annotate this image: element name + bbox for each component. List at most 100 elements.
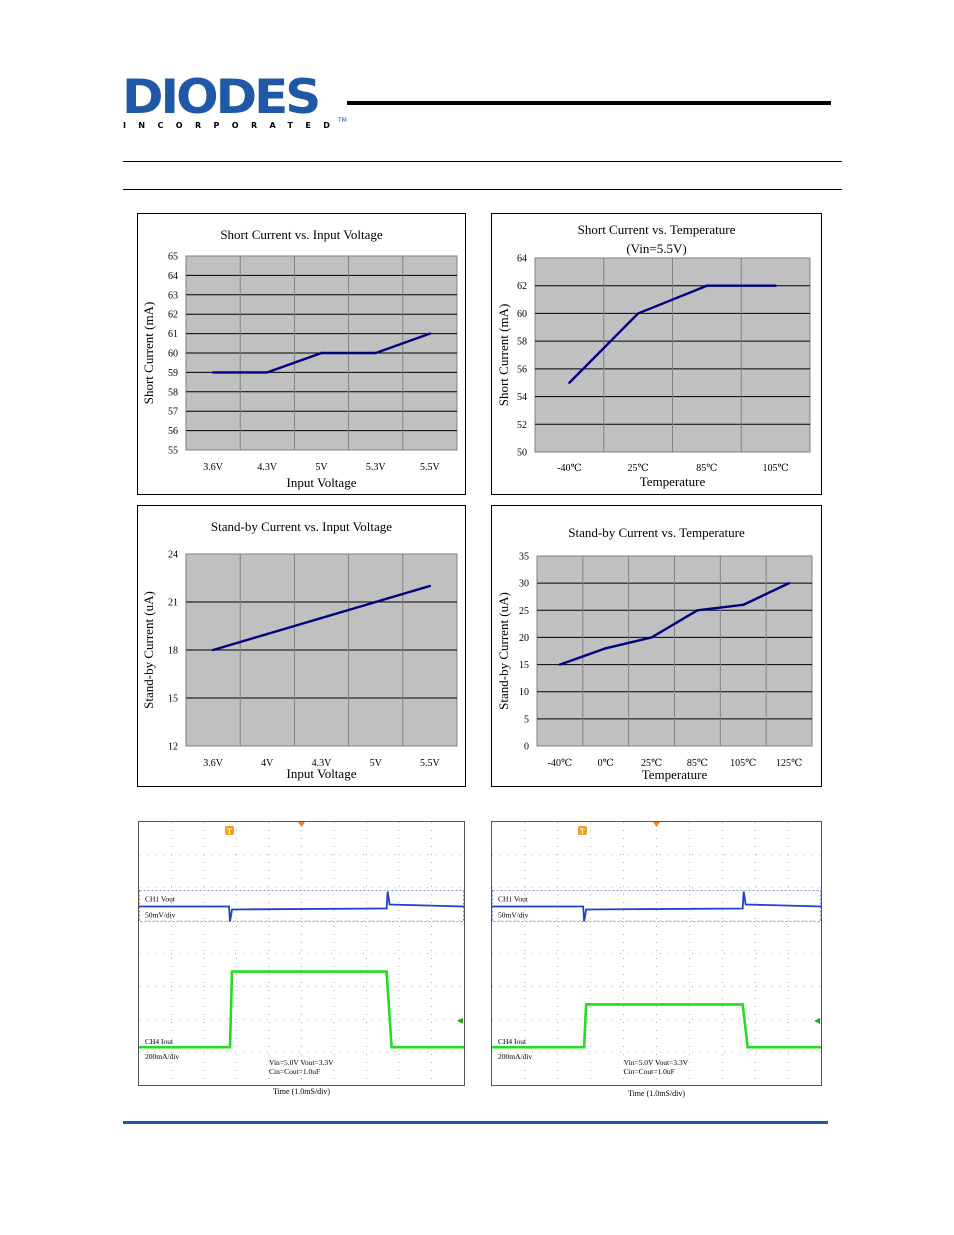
y-tick-label: 61	[168, 329, 178, 340]
data-point	[320, 351, 323, 355]
trigger-marker-icon	[225, 826, 234, 835]
ch1-label: CH1 Vout	[498, 894, 529, 903]
y-tick-label: 52	[517, 420, 527, 431]
x-axis-label: Input Voltage	[287, 475, 357, 490]
ch4-offset-arrow-icon	[814, 1017, 820, 1024]
chart-title: Short Current vs. Input Voltage	[220, 227, 383, 242]
data-point	[558, 663, 562, 666]
y-tick-label: 5	[524, 714, 529, 725]
chart-title: Short Current vs. Temperature	[578, 222, 736, 237]
trigger-position-icon	[653, 822, 660, 827]
trigger-marker-label: T	[580, 828, 585, 836]
x-tick-label: 25℃	[628, 463, 649, 474]
header-rule	[347, 101, 831, 105]
x-tick-label: -40℃	[548, 758, 573, 769]
x-tick-label: 5V	[370, 758, 383, 769]
trigger-marker-label: T	[227, 828, 232, 836]
x-tick-label: 125℃	[776, 758, 802, 769]
standby-current-vs-input-voltage-chart: 12 15 18 21 24 3.6V 4V 4.3V 5V 5.5V Stand-by Curre…	[141, 519, 458, 781]
trademark-mark: TM	[338, 117, 347, 124]
y-tick-label: 24	[168, 550, 178, 561]
test-condition-voltage: Vin=5.0V Vout=3.3V	[624, 1058, 689, 1067]
data-point	[211, 371, 215, 374]
data-point	[705, 284, 709, 287]
scope-waveform-2: T CH1 Vout 50mV/div CH4 Iout 200mA/div Vin=5.…	[492, 822, 821, 1085]
x-axis-label: Temperature	[640, 474, 706, 489]
data-point	[374, 351, 377, 355]
y-tick-label: 62	[517, 281, 527, 292]
test-condition-capacitance: Cin=Cout=1.0uF	[624, 1067, 675, 1076]
scope-waveform-1: T CH1 Vout 50mV/div CH4 Iout 200mA/div Vin=5.…	[139, 822, 464, 1085]
y-tick-label: 65	[168, 252, 178, 263]
ch4-label: CH4 Iout	[498, 1037, 527, 1046]
scope-time-label-2: Time (1.0mS/div)	[627, 1089, 686, 1098]
y-tick-label: 18	[168, 646, 178, 657]
ch1-label-box	[139, 890, 464, 922]
ch1-label: CH1 Vout	[145, 894, 176, 903]
ch1-waveform	[492, 891, 821, 922]
y-axis-label: Short Current (mA)	[496, 304, 511, 407]
ch4-offset-arrow-icon	[457, 1017, 463, 1024]
company-logo-subtext: INCORPORATED	[123, 121, 343, 130]
y-tick-label: 25	[519, 606, 529, 617]
x-tick-label: -40℃	[557, 463, 582, 474]
y-tick-label: 0	[524, 742, 529, 753]
data-point	[568, 381, 571, 384]
chart-panel-4: 0 5 10 15 20 25 30 35 -40℃ 0℃ 25℃ 85℃ 105℃ 125℃ Stand-…	[491, 505, 822, 787]
y-tick-label: 64	[168, 271, 178, 282]
trigger-marker-icon	[578, 826, 587, 835]
y-tick-label: 56	[517, 364, 527, 375]
x-tick-label: 85℃	[687, 758, 708, 769]
x-tick-label: 3.6V	[203, 758, 224, 769]
x-tick-label: 5.5V	[420, 758, 441, 769]
x-tick-label: 105℃	[730, 758, 756, 769]
data-point	[650, 636, 653, 639]
y-tick-label: 20	[519, 633, 529, 644]
title-rule-bottom	[123, 189, 842, 190]
y-tick-label: 57	[168, 407, 178, 418]
y-tick-label: 10	[519, 687, 529, 698]
chart-title: Stand-by Current vs. Input Voltage	[211, 519, 392, 534]
data-point	[428, 584, 432, 588]
short-current-vs-input-voltage-chart: 55 56 57 58 59 60 61 62 63 64 65 3.6V 4.3V 5V 5.3V 5.5V…	[141, 227, 458, 490]
chart-subtitle: (Vin=5.5V)	[626, 241, 686, 256]
x-tick-label: 85℃	[696, 463, 717, 474]
ch4-scale: 200mA/div	[145, 1052, 179, 1061]
x-tick-label: 5V	[315, 462, 328, 473]
x-tick-label: 4V	[261, 758, 274, 769]
company-logo: DIODES	[122, 69, 321, 125]
y-tick-label: 62	[168, 310, 178, 321]
scope-capture-2: T CH1 Vout 50mV/div CH4 Iout 200mA/div Vin=5.…	[491, 821, 822, 1086]
x-tick-label: 5.5V	[420, 462, 441, 473]
y-tick-label: 35	[519, 552, 529, 563]
data-point	[604, 647, 607, 650]
ch4-scale: 200mA/div	[498, 1052, 532, 1061]
chart-panel-1: 55 56 57 58 59 60 61 62 63 64 65 3.6V 4.3V 5V 5.3V 5.5V…	[137, 213, 466, 495]
test-condition-voltage: Vin=5.0V Vout=3.3V	[269, 1058, 334, 1067]
ch1-waveform	[139, 891, 464, 922]
data-point	[742, 603, 745, 607]
chart-panel-2: 50 52 54 56 58 60 62 64 -40℃ 25℃ 85℃ 105℃ Short Curr…	[491, 213, 822, 495]
data-point	[428, 332, 432, 335]
y-tick-label: 21	[168, 598, 178, 609]
x-axis-label: Temperature	[642, 767, 708, 782]
short-current-vs-temperature-chart: 50 52 54 56 58 60 62 64 -40℃ 25℃ 85℃ 105℃ Short Curr…	[496, 222, 811, 489]
x-tick-label: 4.3V	[312, 758, 333, 769]
y-tick-label: 55	[168, 446, 178, 457]
ch4-waveform	[139, 970, 464, 1049]
ch1-label-box	[492, 890, 821, 922]
y-tick-label: 64	[517, 254, 527, 265]
x-tick-label: 5.3V	[366, 462, 387, 473]
y-axis-label: Stand-by Current (uA)	[496, 592, 511, 710]
trigger-position-icon	[298, 822, 305, 827]
x-tick-label: 4.3V	[257, 462, 278, 473]
x-tick-label: 105℃	[763, 463, 789, 474]
chart-title: Stand-by Current vs. Temperature	[568, 525, 745, 540]
y-tick-label: 56	[168, 426, 178, 437]
y-tick-label: 30	[519, 579, 529, 590]
data-point	[787, 581, 791, 585]
y-tick-label: 63	[168, 290, 178, 301]
data-point	[774, 284, 777, 287]
data-point	[636, 312, 640, 315]
y-tick-label: 15	[519, 660, 529, 671]
